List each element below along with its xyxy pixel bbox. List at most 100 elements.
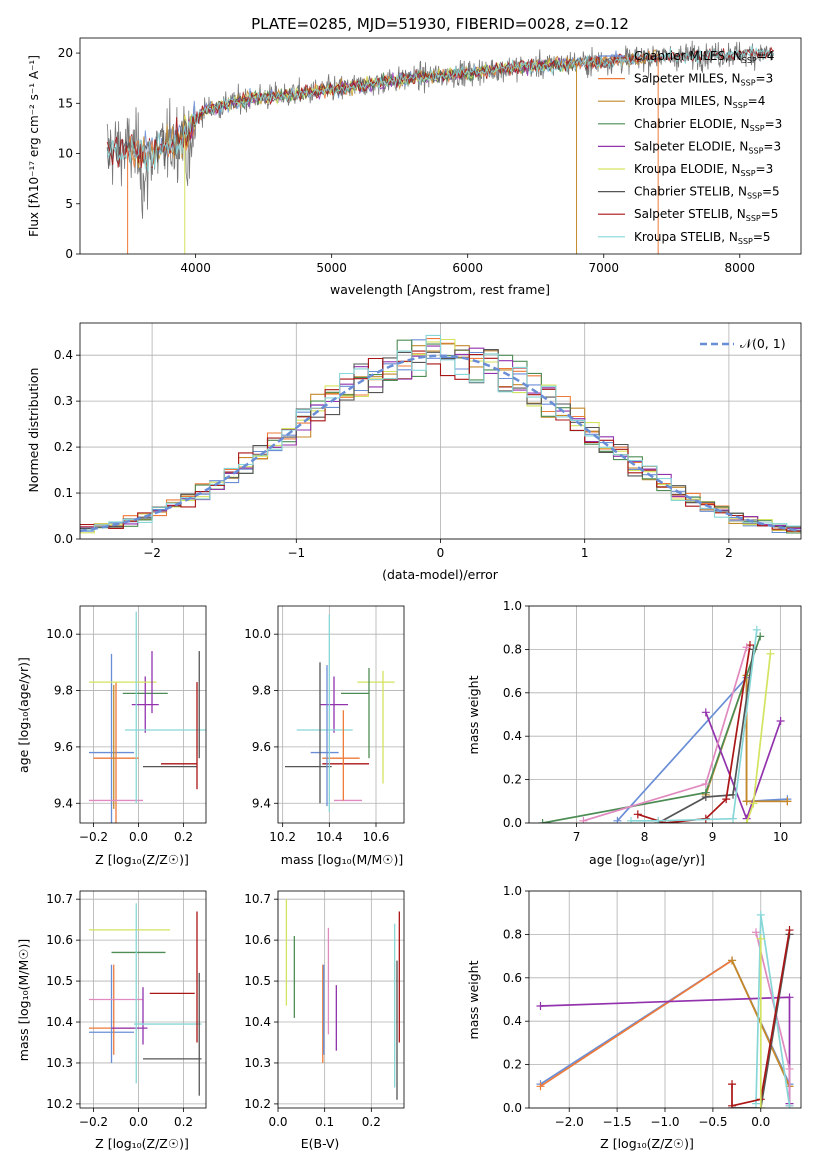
y-tick-label: 10.3	[46, 1056, 73, 1070]
spectrum-ylabel: Flux [fλ10⁻¹⁷ erg cm⁻² s⁻¹ A⁻¹]	[27, 55, 41, 237]
y-tick-label: 0.6	[503, 686, 522, 700]
weight-line-8	[631, 629, 758, 822]
y-tick-label: 10.6	[244, 933, 271, 947]
y-tick-label: 9.4	[54, 796, 73, 810]
axes: −0.2 0.0 0.2 9.4 9.6 9.8 10.0	[46, 605, 207, 844]
grid-lines	[278, 606, 404, 823]
weight-marker-8-2	[729, 814, 737, 823]
y-tick-label: 10.7	[46, 892, 73, 906]
y-tick-label: 10.0	[46, 627, 73, 641]
plot-area	[106, 40, 775, 254]
y-tick-label: 10.0	[244, 627, 271, 641]
x-tick-label: −1	[287, 546, 305, 560]
legend-label-3: Chabrier ELODIE, NSSP=3	[634, 117, 782, 133]
axes: −0.2 0.0 0.2 10.2 10.3 10.4 10.5 10.6 10.7	[46, 890, 207, 1129]
y-tick-label: 9.8	[54, 684, 73, 698]
residual-panel: −2 −1 0 1 2 0.0 0.1 0.2 0.3 0.4	[54, 322, 802, 560]
residual-histogram-8	[80, 334, 801, 531]
plot-area	[285, 614, 395, 812]
weight-line-6	[657, 649, 755, 823]
x-tick-label: −1.0	[650, 1115, 679, 1129]
weight-marker-2-3	[783, 797, 792, 806]
spectrum-legend: Chabrier MILES, NSSP=4 Salpeter MILES, NS…	[598, 49, 782, 246]
x-tick-label: 2	[725, 546, 733, 560]
legend-label-8: Kroupa STELIB, NSSP=5	[634, 230, 771, 246]
x-tick-label: −0.5	[698, 1115, 727, 1129]
residual-histogram-7	[80, 350, 801, 532]
age-vs-mass-panel: 10.2 10.4 10.6 9.4 9.6 9.8 10.0	[244, 605, 405, 844]
weight-marker-7-3	[722, 795, 731, 804]
weight-marker-7-0	[633, 810, 642, 819]
x-tick-label: 7000	[588, 261, 619, 275]
weight-marker-2-2	[742, 797, 751, 806]
residual-legend: 𝒩(0, 1)	[700, 336, 786, 351]
y-tick-label: 10.3	[244, 1056, 271, 1070]
weight-marker-5-0	[742, 819, 751, 823]
y-tick-label: 10.7	[244, 892, 271, 906]
weight-marker-8-3	[752, 625, 761, 634]
weight-marker-9-1	[701, 779, 710, 788]
x-tick-label: 10.4	[316, 830, 343, 844]
weight-marker-5-1	[756, 910, 765, 919]
weight-line-6	[732, 934, 791, 1108]
weight-marker-1-0	[536, 1082, 545, 1091]
plot-area	[80, 334, 801, 534]
residual-ylabel: Normed distribution	[26, 368, 41, 493]
legend-label-4: Salpeter ELODIE, NSSP=3	[634, 139, 781, 155]
y-tick-label: 9.8	[252, 684, 271, 698]
x-tick-label: 8	[641, 830, 649, 844]
x-tick-label: −1.5	[603, 1115, 632, 1129]
y-tick-label: 10	[58, 147, 73, 161]
weight-line-7	[731, 929, 791, 1107]
spectrum-panel: 4000 5000 6000 7000 8000 0 5 10 15 20	[58, 37, 802, 275]
weight-marker-6-1	[701, 792, 710, 801]
weight-marker-7-0	[728, 1080, 737, 1089]
axes-frame	[79, 37, 802, 255]
weight-marker-8-1	[756, 934, 765, 943]
residual-legend-label: 𝒩(0, 1)	[740, 336, 786, 351]
weight-marker-5-2	[766, 649, 775, 658]
axes-frame	[528, 890, 802, 1109]
grid-lines	[80, 606, 206, 823]
weight-line-4	[705, 711, 782, 822]
y-tick-label: 10.4	[244, 1015, 271, 1029]
y-tick-label: 15	[58, 96, 73, 110]
weight-marker-0-0	[613, 816, 622, 823]
weight-marker-9-2	[742, 643, 751, 652]
legend-label-7: Salpeter STELIB, NSSP=5	[634, 207, 778, 223]
y-tick-label: 10.2	[244, 1097, 271, 1111]
y-tick-label: 9.6	[54, 740, 73, 754]
x-tick-label: 4000	[180, 261, 211, 275]
grid-lines	[277, 891, 404, 1108]
residual-xlabel: (data-model)/error	[382, 567, 499, 582]
weight-z-ylabel: mass weight	[466, 960, 481, 1039]
x-tick-label: −0.2	[79, 1115, 108, 1129]
y-tick-label: 0.0	[54, 532, 73, 546]
axes: 0.0 0.1 0.2 10.2 10.3 10.4 10.5 10.6 10.7	[244, 890, 405, 1129]
weight-marker-8-1	[654, 816, 663, 823]
weight-marker-4-0	[701, 708, 710, 717]
x-tick-label: 6000	[452, 261, 483, 275]
y-tick-label: 10.5	[244, 974, 271, 988]
axes: 10.2 10.4 10.6 9.4 9.6 9.8 10.0	[244, 605, 405, 844]
axes-frame	[79, 890, 207, 1109]
x-tick-label: 0.0	[751, 1115, 770, 1129]
weight-marker-2-0	[728, 956, 737, 965]
weight-marker-3-1	[785, 993, 794, 1002]
x-tick-label: 1	[581, 546, 589, 560]
age-z-ylabel: age [log₁₀(age/yr)]	[16, 657, 31, 773]
y-tick-label: 9.6	[252, 740, 271, 754]
mass-vs-ebv-panel: 0.0 0.1 0.2 10.2 10.3 10.4 10.5 10.6 10.7	[244, 890, 405, 1129]
weight-marker-5-2	[785, 1101, 794, 1108]
legend-label-6: Chabrier STELIB, NSSP=5	[634, 185, 780, 201]
axes: −2 −1 0 1 2 0.0 0.1 0.2 0.3 0.4	[54, 322, 802, 560]
weight-marker-7-3	[785, 926, 794, 935]
x-tick-label: 10	[773, 830, 788, 844]
axes: 4000 5000 6000 7000 8000 0 5 10 15 20	[58, 37, 802, 275]
weight-line-9	[583, 646, 748, 822]
x-tick-label: 9	[709, 830, 717, 844]
axes-frame	[277, 605, 405, 824]
weight-marker-8-0	[627, 816, 635, 823]
age-z-xlabel: Z [log₁₀(Z/Z☉)]	[95, 852, 189, 867]
legend-label-5: Kroupa ELODIE, NSSP=3	[634, 162, 773, 178]
